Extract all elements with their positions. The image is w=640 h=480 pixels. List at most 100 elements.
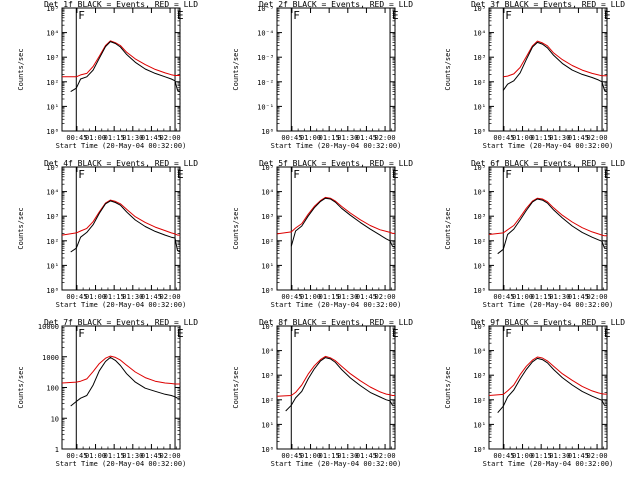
chart-7-ytick-label: 1000 <box>42 354 59 362</box>
chart-4-xtick-label: 01:15 <box>104 293 125 301</box>
chart-1-xtick-label: 01:15 <box>104 134 125 142</box>
chart-2-xtick-label: 01:30 <box>337 134 358 142</box>
chart-4-ytick-label: 10² <box>46 238 59 246</box>
chart-5-ytick-label: 10¹ <box>261 262 274 270</box>
chart-4-e-marker-label: E <box>177 168 184 181</box>
chart-4-xtick-label: 02:00 <box>160 293 181 301</box>
chart-7-xlabel: Start Time (20-May-04 00:32:00) <box>56 460 187 468</box>
chart-8-xtick-label: 01:15 <box>319 452 340 460</box>
chart-3-ytick-label: 10² <box>473 79 486 87</box>
chart-1-ylabel: Counts/sec <box>17 48 25 90</box>
chart-1-f-marker-label: F <box>78 9 85 22</box>
chart-3-panel: Det 3f BLACK = Events, RED = LLD Counts/s… <box>444 0 625 150</box>
chart-8-xtick-label: 00:45 <box>281 452 302 460</box>
chart-6-frame <box>488 166 608 291</box>
chart-3-ytick-label: 10⁴ <box>473 30 486 38</box>
chart-4-xtick-label: 01:00 <box>85 293 106 301</box>
chart-5-ylabel: Counts/sec <box>232 207 240 249</box>
chart-7-ytick-label: 100 <box>46 385 59 393</box>
chart-8-ytick-label: 10² <box>261 397 274 405</box>
chart-4-xtick-label: 01:45 <box>141 293 162 301</box>
chart-5-series-lld <box>276 196 395 235</box>
chart-1-xtick-label: 02:00 <box>160 134 181 142</box>
chart-9-title: Det 9f BLACK = Events, RED = LLD <box>471 318 625 327</box>
chart-8-ylabel: Counts/sec <box>232 366 240 408</box>
chart-9-ytick-label: 10¹ <box>473 421 486 429</box>
chart-5-title: Det 5f BLACK = Events, RED = LLD <box>259 159 413 168</box>
chart-3-ylabel: Counts/sec <box>444 48 452 90</box>
chart-1-e-marker-label: E <box>177 9 184 22</box>
chart-8-panel: Det 8f BLACK = Events, RED = LLD Counts/s… <box>232 318 413 468</box>
chart-7-panel: Det 7f BLACK = Events, RED = LLD Counts/s… <box>17 318 198 468</box>
chart-3-ytick-label: 10⁵ <box>473 5 486 13</box>
chart-7-series-lld <box>61 355 180 385</box>
chart-1-xtick-label: 01:30 <box>122 134 143 142</box>
chart-9-ytick-label: 10³ <box>473 372 486 380</box>
chart-9-xtick-label: 01:00 <box>512 452 533 460</box>
chart-9-xlabel: Start Time (20-May-04 00:32:00) <box>483 460 614 468</box>
chart-6-panel: Det 6f BLACK = Events, RED = LLD Counts/s… <box>444 159 625 309</box>
chart-2-ytick-label: 10⁰ <box>261 128 274 136</box>
chart-8-series-lld <box>276 355 395 397</box>
chart-2-e-marker-label: E <box>392 9 399 22</box>
chart-7-xtick-label: 01:30 <box>122 452 143 460</box>
chart-4-xlabel: Start Time (20-May-04 00:32:00) <box>56 301 187 309</box>
chart-4-xtick-label: 01:30 <box>122 293 143 301</box>
chart-8-f-marker-label: F <box>293 327 300 340</box>
chart-9-e-marker-label: E <box>604 327 611 340</box>
chart-7-xtick-label: 00:45 <box>66 452 87 460</box>
chart-3-xtick-label: 01:00 <box>512 134 533 142</box>
chart-7-ylabel: Counts/sec <box>17 366 25 408</box>
chart-6-xtick-label: 02:00 <box>587 293 608 301</box>
chart-9-ytick-label: 10⁰ <box>473 446 486 454</box>
chart-4-ytick-label: 10³ <box>46 213 59 221</box>
chart-3-series-events <box>502 41 608 93</box>
chart-8-frame <box>276 325 396 450</box>
chart-6-ytick-label: 10³ <box>473 213 486 221</box>
chart-7-xtick-label: 01:15 <box>104 452 125 460</box>
chart-6-ytick-label: 10⁵ <box>473 164 486 172</box>
chart-3-xtick-label: 02:00 <box>587 134 608 142</box>
chart-6-xlabel: Start Time (20-May-04 00:32:00) <box>483 301 614 309</box>
chart-8-ytick-label: 10⁰ <box>261 446 274 454</box>
chart-2-title: Det 2f BLACK = Events, RED = LLD <box>259 0 413 9</box>
chart-4-ylabel: Counts/sec <box>17 207 25 249</box>
chart-2-ylabel: Counts/sec <box>232 48 240 90</box>
chart-5-ytick-label: 10⁰ <box>261 287 274 295</box>
chart-4-series-events <box>70 200 181 253</box>
chart-5-ytick-label: 10³ <box>261 213 274 221</box>
chart-8-title: Det 8f BLACK = Events, RED = LLD <box>259 318 413 327</box>
chart-8-xlabel: Start Time (20-May-04 00:32:00) <box>271 460 402 468</box>
chart-7-ytick-label: 1 <box>55 446 59 454</box>
chart-9-f-marker-label: F <box>505 327 512 340</box>
chart-2-ytick-label: 10⁻² <box>257 79 274 87</box>
chart-2-xtick-label: 00:45 <box>281 134 302 142</box>
chart-2-xtick-label: 01:45 <box>356 134 377 142</box>
chart-2-xtick-label: 01:15 <box>319 134 340 142</box>
chart-5-frame <box>276 166 396 291</box>
chart-5-e-marker-label: E <box>392 168 399 181</box>
chart-7-title: Det 7f BLACK = Events, RED = LLD <box>44 318 198 327</box>
chart-6-ytick-label: 10⁴ <box>473 189 486 197</box>
chart-8-ytick-label: 10¹ <box>261 421 274 429</box>
chart-3-series-lld <box>503 40 607 78</box>
chart-7-frame <box>61 325 181 450</box>
chart-3-xtick-label: 01:45 <box>568 134 589 142</box>
chart-9-ytick-label: 10² <box>473 397 486 405</box>
chart-2-ytick-label: 10⁻³ <box>257 54 274 62</box>
chart-4-f-marker-label: F <box>78 168 85 181</box>
chart-8-ytick-label: 10⁵ <box>261 323 274 331</box>
chart-2-f-marker-label: F <box>293 9 300 22</box>
chart-4-ytick-label: 10⁵ <box>46 164 59 172</box>
chart-9-xtick-label: 01:45 <box>568 452 589 460</box>
chart-9-ylabel: Counts/sec <box>444 366 452 408</box>
chart-9-ytick-label: 10⁵ <box>473 323 486 331</box>
chart-6-ytick-label: 10² <box>473 238 486 246</box>
chart-1-series-events <box>70 41 181 93</box>
chart-1-xtick-label: 00:45 <box>66 134 87 142</box>
chart-9-xtick-label: 01:30 <box>549 452 570 460</box>
chart-1-xtick-label: 01:00 <box>85 134 106 142</box>
chart-5-ytick-label: 10⁴ <box>261 189 274 197</box>
chart-3-f-marker-label: F <box>505 9 512 22</box>
